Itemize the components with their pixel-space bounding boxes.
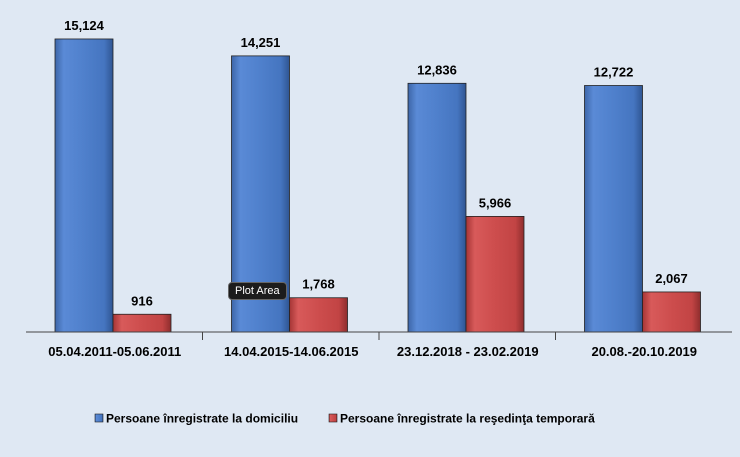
category-label-1: 14.04.2015-14.06.2015 xyxy=(224,344,358,359)
legend-swatch-resedinta xyxy=(328,413,338,423)
data-label-domiciliu-1: 14,251 xyxy=(241,35,281,50)
category-label-3: 20.08.-20.10.2019 xyxy=(591,344,697,359)
bar-resedinta-0 xyxy=(112,313,172,333)
data-label-domiciliu-2: 12,836 xyxy=(417,62,457,77)
category-label-0: 05.04.2011-05.06.2011 xyxy=(48,344,181,359)
bar-domiciliu-0 xyxy=(54,38,114,333)
data-label-resedinta-1: 1,768 xyxy=(302,277,335,292)
bar-domiciliu-3 xyxy=(584,85,643,333)
data-label-resedinta-3: 2,067 xyxy=(655,271,688,286)
data-label-domiciliu-3: 12,722 xyxy=(594,65,634,80)
bar-domiciliu-2 xyxy=(407,82,467,333)
legend-label-domiciliu: Persoane înregistrate la domiciliu xyxy=(106,412,298,426)
data-label-resedinta-2: 5,966 xyxy=(479,195,512,210)
legend-swatch-domiciliu xyxy=(94,413,104,423)
data-label-domiciliu-0: 15,124 xyxy=(64,18,105,33)
bar-resedinta-3 xyxy=(642,291,701,333)
category-label-2: 23.12.2018 - 23.02.2019 xyxy=(397,344,539,359)
data-label-resedinta-0: 916 xyxy=(131,293,153,308)
bar-resedinta-2 xyxy=(465,216,525,333)
plot-area-tooltip: Plot Area xyxy=(228,282,287,300)
legend-label-resedinta: Persoane înregistrate la reşedinţa tempo… xyxy=(340,412,595,426)
bar-resedinta-1 xyxy=(289,297,348,333)
